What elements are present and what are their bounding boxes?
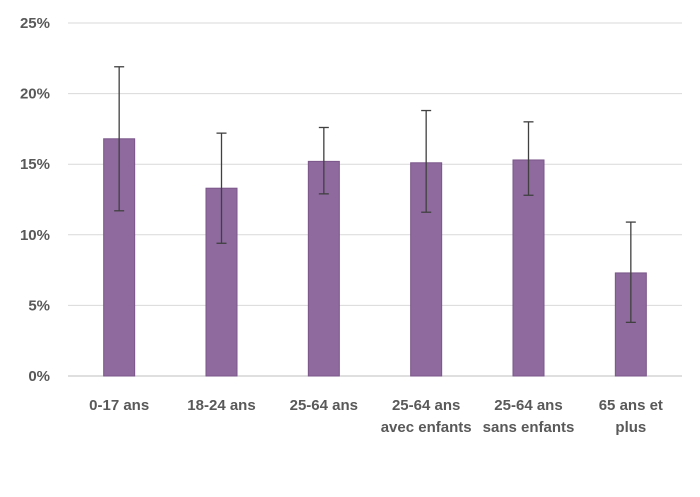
x-category-label-line: 25-64 ans — [392, 397, 460, 414]
bar — [307, 160, 340, 377]
x-category-label-line: 25-64 ans — [290, 397, 358, 414]
gridlines — [68, 22, 682, 377]
x-category-label: 65 ans et plus — [599, 397, 663, 436]
y-tick-label: 25% — [20, 15, 50, 32]
x-category-label-line: sans enfants — [483, 419, 575, 436]
x-category-label: 25-64 ans — [290, 397, 358, 414]
x-category-label-line: 65 ans et — [599, 397, 663, 414]
x-category-label-line: 0-17 ans — [89, 397, 149, 414]
y-tick-label: 0% — [28, 368, 50, 385]
y-axis-tick-labels: 0% 5% 10% 15% 20% 25% — [20, 15, 50, 385]
error-bar — [216, 132, 227, 244]
x-category-label-line: avec enfants — [381, 419, 472, 436]
error-bar — [318, 126, 329, 195]
x-category-label-line: 25-64 ans — [494, 397, 562, 414]
x-category-label: 25-64 ans sans enfants — [483, 397, 575, 436]
error-bars — [114, 66, 636, 323]
x-category-label: 18-24 ans — [187, 397, 255, 414]
x-category-label: 0-17 ans — [89, 397, 149, 414]
y-tick-label: 15% — [20, 156, 50, 173]
bar — [512, 159, 545, 377]
y-tick-label: 20% — [20, 86, 50, 103]
error-bar — [114, 66, 125, 212]
x-category-label-line: plus — [615, 419, 646, 436]
bars — [103, 138, 647, 377]
y-tick-label: 10% — [20, 227, 50, 244]
x-category-label-line: 18-24 ans — [187, 397, 255, 414]
error-bar — [421, 109, 432, 213]
x-axis-category-labels: 0-17 ans 18-24 ans 25-64 ans 25-64 ans avec … — [89, 397, 663, 436]
x-category-label: 25-64 ans avec enfants — [381, 397, 472, 436]
y-tick-label: 5% — [28, 297, 50, 314]
error-bar — [523, 121, 534, 196]
error-bar — [625, 221, 636, 323]
